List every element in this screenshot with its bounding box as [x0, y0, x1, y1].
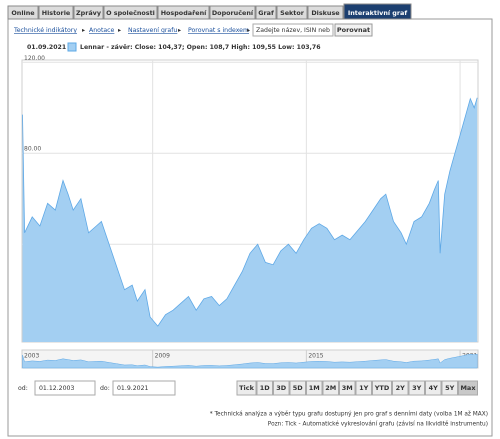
- toolbar-link[interactable]: Nastavení grafu: [128, 26, 177, 34]
- separator: ▸: [247, 27, 251, 34]
- range-button[interactable]: [273, 380, 290, 396]
- tab-label: Interaktivní graf: [348, 9, 407, 17]
- nav-tick-label: 2009: [155, 353, 170, 360]
- separator: ▸: [82, 27, 86, 34]
- search-placeholder: Zadejte název, ISIN neb: [256, 26, 330, 34]
- toolbar-link[interactable]: Technické indikátory: [13, 26, 77, 34]
- legend-label: Lennar - závěr: Close: 104,37; Open: 108…: [80, 43, 321, 51]
- range-button[interactable]: [392, 380, 409, 396]
- range-button-label: 2M: [325, 384, 336, 392]
- range-button[interactable]: [256, 380, 273, 396]
- range-button[interactable]: [355, 380, 372, 396]
- tab[interactable]: [276, 5, 308, 20]
- tab[interactable]: [343, 3, 412, 20]
- range-button-label: 1M: [309, 384, 320, 392]
- separator: ▸: [178, 27, 182, 34]
- tab-label: Hospodaření: [161, 9, 207, 17]
- legend-date: 01.09.2021: [27, 44, 66, 51]
- to-input[interactable]: [112, 380, 176, 396]
- range-button[interactable]: [425, 380, 442, 396]
- range-button-label: 1Y: [359, 384, 369, 392]
- range-button[interactable]: [322, 380, 339, 396]
- nav-tick-label: 2015: [308, 353, 323, 360]
- tab-label: Graf: [258, 9, 274, 17]
- tab-label: Sektor: [280, 9, 305, 17]
- range-button-label: 3D: [276, 384, 287, 392]
- to-value: 01.9.2021: [117, 385, 149, 392]
- tab[interactable]: [103, 5, 158, 20]
- from-value: 01.12.2003: [39, 385, 74, 392]
- range-button-label: 3M: [342, 384, 353, 392]
- from-label: od:: [18, 385, 28, 392]
- search-input[interactable]: [252, 23, 334, 37]
- compare-label: Porovnat: [337, 26, 370, 34]
- to-label: do:: [100, 385, 110, 392]
- range-button[interactable]: [289, 380, 306, 396]
- legend-swatch: [67, 42, 77, 52]
- tab[interactable]: [255, 5, 277, 20]
- y-tick-label: 120.00: [24, 55, 45, 62]
- range-button[interactable]: [306, 380, 323, 396]
- range-button[interactable]: [339, 380, 356, 396]
- range-button-label: 5D: [293, 384, 304, 392]
- tab[interactable]: [7, 5, 39, 20]
- range-button-label: 3Y: [412, 384, 422, 392]
- tab-label: Historie: [42, 9, 71, 17]
- tab[interactable]: [307, 5, 344, 20]
- range-button-label: Tick: [239, 384, 255, 392]
- range-button-label: 1D: [260, 384, 271, 392]
- separator: ▸: [118, 27, 122, 34]
- y-tick-label: 80.00: [24, 146, 41, 153]
- range-button-label: Max: [460, 384, 476, 392]
- range-button-label: 4Y: [429, 384, 439, 392]
- tab-label: Diskuse: [311, 9, 340, 17]
- tab[interactable]: [73, 5, 104, 20]
- navigator-area: [22, 353, 478, 369]
- range-button-label: 5Y: [445, 384, 455, 392]
- range-button[interactable]: [441, 380, 458, 396]
- tab-label: Online: [11, 9, 35, 17]
- nav-tick-label: 2003: [24, 353, 39, 360]
- range-button[interactable]: [236, 380, 257, 396]
- toolbar-link[interactable]: Porovnat s indexem: [188, 27, 249, 34]
- note: * Technická analýza a výběr typu grafu d…: [210, 411, 488, 418]
- area: [22, 97, 478, 342]
- range-button-label: 2Y: [396, 384, 406, 392]
- range-button[interactable]: [458, 380, 478, 396]
- range-button[interactable]: [408, 380, 425, 396]
- range-button[interactable]: [372, 380, 392, 396]
- tab-label: Doporučení: [212, 9, 254, 17]
- note: Pozn: Tick - Automatické vykreslování gr…: [268, 421, 488, 428]
- tab[interactable]: [157, 5, 210, 20]
- tab-label: O společnosti: [106, 9, 155, 17]
- compare-button[interactable]: [334, 23, 373, 37]
- tab[interactable]: [209, 5, 256, 20]
- from-input[interactable]: [34, 380, 96, 396]
- toolbar-link[interactable]: Anotace: [89, 27, 115, 34]
- line: [22, 97, 478, 327]
- range-button-label: YTD: [374, 384, 390, 392]
- tab[interactable]: [38, 5, 74, 20]
- tab-label: Zprávy: [76, 9, 102, 17]
